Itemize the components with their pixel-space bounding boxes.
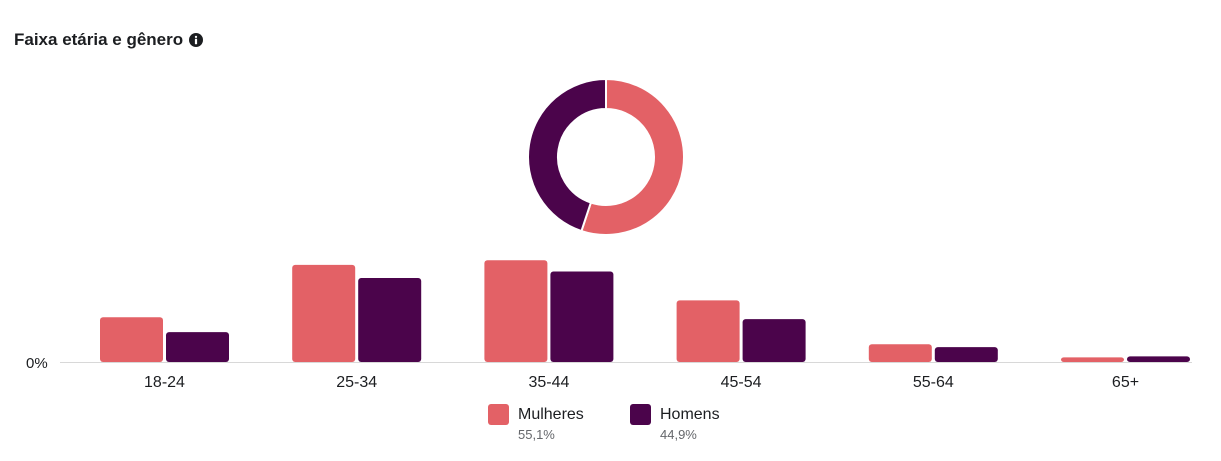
bar-men-45-54[interactable]: [742, 319, 806, 362]
legend-label-women: Mulheres: [518, 405, 584, 423]
chart-legend: Mulheres 55,1% Homens 44,9%: [0, 404, 1221, 454]
legend-pct-women: 55,1%: [518, 427, 555, 442]
bar-women-25-34[interactable]: [292, 264, 356, 362]
bar-women-65+[interactable]: [1061, 357, 1124, 362]
donut-slice-women[interactable]: [580, 77, 685, 236]
age-gender-chart: 0% 18-24 25-34 35-44 45-54 55-64 65+: [26, 77, 1192, 391]
bar-women-18-24[interactable]: [100, 317, 163, 362]
legend-item-women[interactable]: Mulheres 55,1%: [488, 404, 584, 442]
x-tick-label: 25-34: [336, 374, 377, 391]
chart-header: Faixa etária e gênero: [14, 30, 204, 50]
bar-men-35-44[interactable]: [550, 271, 614, 362]
gender-donut-chart: [527, 77, 685, 236]
legend-item-men[interactable]: Homens 44,9%: [630, 404, 720, 442]
bar-women-45-54[interactable]: [676, 300, 740, 362]
donut-slice-men[interactable]: [527, 77, 607, 233]
legend-swatch-men: [630, 404, 651, 425]
bar-men-18-24[interactable]: [166, 332, 229, 362]
x-tick-label: 18-24: [144, 374, 185, 391]
bar-men-25-34[interactable]: [358, 278, 422, 362]
chart-title: Faixa etária e gênero: [14, 30, 184, 49]
bar-men-65+[interactable]: [1127, 356, 1190, 362]
x-tick-label: 35-44: [528, 374, 569, 391]
y-axis-zero-label: 0%: [26, 355, 48, 372]
age-bar-chart: [100, 260, 1190, 362]
bar-women-35-44[interactable]: [484, 260, 548, 362]
bar-women-55-64[interactable]: [868, 344, 932, 362]
info-icon[interactable]: [189, 33, 204, 47]
legend-pct-men: 44,9%: [660, 427, 697, 442]
legend-swatch-women: [488, 404, 509, 425]
legend-label-men: Homens: [660, 405, 720, 423]
x-tick-label: 55-64: [913, 374, 954, 391]
bar-men-55-64[interactable]: [934, 347, 998, 362]
x-tick-label: 45-54: [721, 374, 762, 391]
x-axis-tick-labels: 18-24 25-34 35-44 45-54 55-64 65+: [144, 374, 1139, 391]
x-tick-label: 65+: [1112, 374, 1139, 391]
